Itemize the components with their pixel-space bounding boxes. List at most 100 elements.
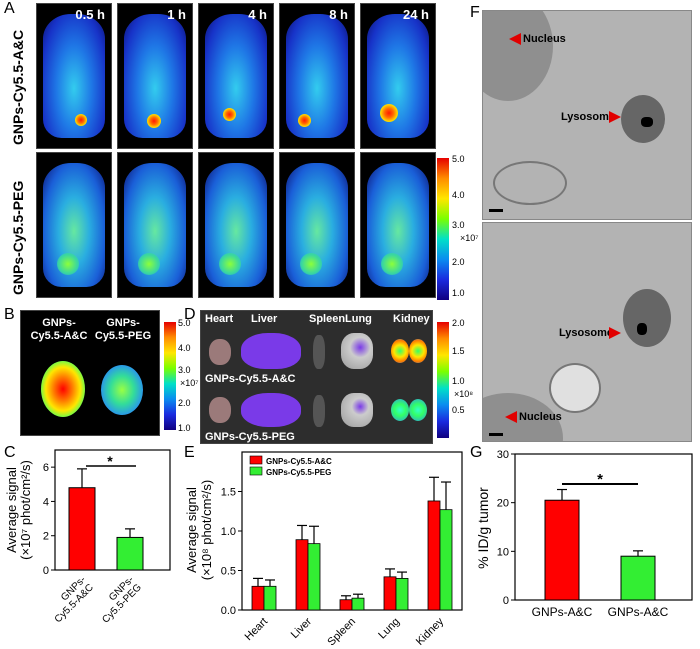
x-tick-label: Lung — [376, 616, 402, 642]
y-tick-label: 20 — [497, 498, 509, 510]
y-tick-label: 0.5 — [221, 566, 236, 578]
mouse-silhouette — [43, 14, 105, 138]
x-tick-label: GNPs-A&C — [532, 605, 593, 619]
bar — [383, 576, 397, 611]
time-label: 24 h — [402, 7, 429, 22]
colorbar-a-tick: 2.0 — [452, 257, 465, 267]
bar — [295, 539, 309, 611]
ivis-image-peg-3 — [279, 152, 355, 298]
y-tick-label: 0 — [503, 595, 509, 607]
y-axis-label: (×10⁸ phot/cm²/s) — [199, 480, 214, 581]
bar — [68, 487, 96, 571]
tumor-signal — [57, 253, 79, 275]
tumor-signal — [222, 108, 236, 121]
y-tick-label: 4 — [43, 496, 49, 508]
lysosome-label-1: Lysosome — [561, 111, 616, 123]
kidney-ac — [391, 339, 409, 363]
y-tick-label: 2 — [43, 531, 49, 543]
lysosome-arrow-2 — [609, 327, 621, 339]
colorbar-b — [164, 322, 176, 430]
lung-ac — [341, 333, 373, 369]
plot-frame — [54, 449, 171, 571]
panel-d-row1-label: GNPs-Cy5.5-A&C — [205, 373, 296, 385]
panel-b-label-2b: Cy5.5-PEG — [94, 330, 152, 342]
colorbar-b-tick: 1.0 — [178, 423, 191, 433]
bar — [395, 577, 409, 611]
organ-label: Kidney — [393, 313, 430, 325]
y-tick-label: 1.0 — [221, 526, 236, 538]
tumor-signal — [147, 114, 161, 128]
panel-label-b: B — [4, 306, 15, 323]
colorbar-d-unit: ×10⁸ — [454, 389, 474, 399]
bar — [307, 543, 321, 611]
row-label-a-1: GNPs-Cy5.5-A&C — [10, 29, 26, 145]
colorbar-a-tick: 4.0 — [452, 190, 465, 200]
colorbar-a-tick: 1.0 — [452, 288, 465, 298]
liver-peg — [241, 393, 301, 427]
colorbar-a-tick: 5.0 — [452, 154, 465, 164]
spleen-ac — [313, 335, 325, 369]
scale-bar-2 — [489, 433, 503, 436]
heart-peg — [209, 397, 231, 423]
tumor-signal — [75, 114, 87, 126]
colorbar-b-tick: 5.0 — [178, 318, 191, 328]
bar — [251, 585, 265, 611]
colorbar-b-tick: 2.0 — [178, 398, 191, 408]
colorbar-a — [437, 158, 449, 300]
x-tick-label: Liver — [289, 615, 315, 641]
organ-label: Liver — [251, 313, 278, 325]
ivis-image-ac-0: 0.5 h — [36, 3, 112, 149]
time-label: 1 h — [167, 7, 186, 22]
panel-label-a: A — [4, 0, 15, 17]
panel-d-image: Heart Liver Spleen Lung Kidney GNPs-Cy5.5-A&… — [200, 310, 433, 444]
legend-label: GNPs-Cy5.5-A&C — [266, 457, 332, 466]
colorbar-d-tick: 1.5 — [452, 346, 465, 356]
nucleus-label-1: Nucleus — [523, 33, 566, 45]
tumor-signal — [219, 253, 241, 275]
ivis-image-peg-0 — [36, 152, 112, 298]
ivis-image-ac-1: 1 h — [117, 3, 193, 149]
bar — [339, 599, 353, 611]
vesicle-2 — [549, 363, 601, 413]
panel-b-label-1b: Cy5.5-A&C — [30, 330, 88, 342]
legend-swatch — [249, 466, 263, 476]
panel-label-g: G — [470, 444, 483, 461]
y-axis-label: (×10⁷ phot/cm²/s) — [18, 460, 33, 560]
colorbar-b-unit: ×10⁷ — [180, 378, 199, 388]
kidney-ac-2 — [409, 339, 427, 363]
colorbar-d-tick: 1.0 — [452, 376, 465, 386]
bar — [439, 509, 453, 611]
kidney-peg — [391, 399, 409, 421]
y-tick-label: 0 — [43, 565, 49, 577]
chart-c: 0 2 4 6 GNPs-Cy5.5-A&C GNPs-Cy5.5-PEG * Average… — [4, 449, 171, 626]
tumor-signal — [300, 253, 322, 275]
tumor-signal — [138, 253, 160, 275]
time-label: 0.5 h — [75, 7, 105, 22]
tumor-fluorescence-peg — [101, 365, 143, 415]
time-label: 8 h — [329, 7, 348, 22]
plot-frame — [514, 453, 693, 601]
mouse-silhouette — [286, 14, 348, 138]
panel-b-label-2a: GNPs- — [106, 317, 140, 329]
scale-bar-1 — [489, 209, 503, 212]
panel-label-e: E — [184, 444, 195, 461]
lysosome-label-2: Lysosome — [559, 327, 614, 339]
lysosome-arrow-1 — [609, 111, 621, 123]
tumor-fluorescence-ac — [41, 361, 85, 417]
y-tick-label: 1.5 — [221, 487, 236, 499]
colorbar-b-tick: 4.0 — [178, 343, 191, 353]
organ-label: Lung — [345, 313, 372, 325]
y-axis-label: Average signal — [184, 487, 199, 573]
y-tick-label: 30 — [497, 449, 509, 461]
spleen-peg — [313, 395, 325, 427]
ivis-image-peg-4 — [360, 152, 436, 298]
bar — [263, 585, 277, 611]
x-tick-label: Spleen — [325, 616, 358, 649]
x-tick-label: Heart — [243, 616, 271, 644]
nucleus-region — [483, 11, 553, 101]
colorbar-d-tick: 2.0 — [452, 318, 465, 328]
chart-e: 0.0 0.5 1.0 1.5 Heart Liver Spleen Lung Kidney GN… — [184, 451, 463, 649]
mouse-silhouette — [367, 14, 429, 138]
panel-label-f: F — [470, 4, 480, 21]
chart-g: 0 10 20 30 GNPs-A&C GNPs-A&C * % ID/g tumor — [475, 449, 693, 619]
